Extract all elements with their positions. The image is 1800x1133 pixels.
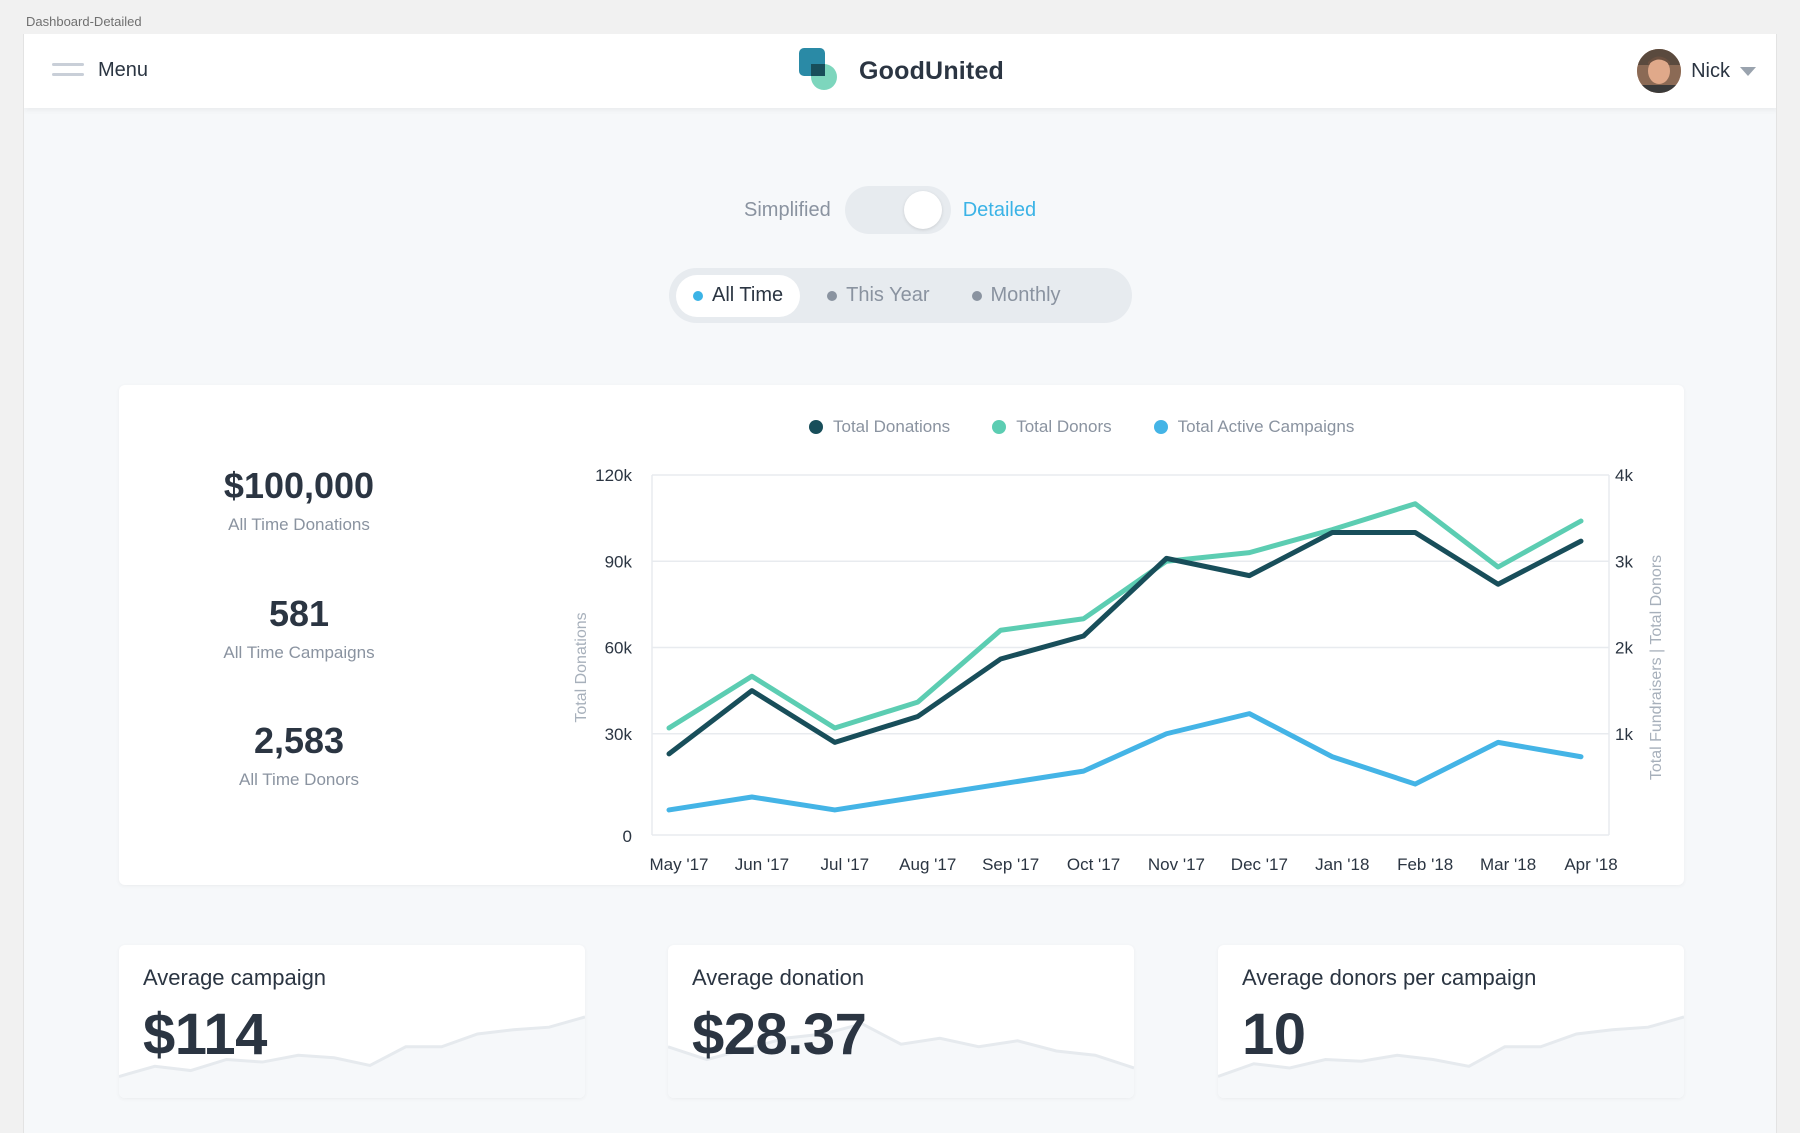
legend-total-active-campaigns[interactable]: Total Active Campaigns [1153,417,1355,437]
x-tick-label: Aug '17 [899,855,956,874]
sparkline-line [119,1015,585,1078]
y-right-tick-label: 4k [1615,466,1633,485]
x-tick-label: Jun '17 [735,855,789,874]
stat-label: All Time Donations [228,515,370,534]
metric-value: $114 [143,1002,267,1067]
tab-label: Monthly [990,284,1061,306]
x-tick-label: Feb '18 [1397,855,1453,874]
menu-label: Menu [98,58,149,81]
legend-total-donors[interactable]: Total Donors [992,417,1112,437]
series-line-total-active-campaigns [666,711,1584,813]
overview-line-chart: 0 30k 60k 90k 120k 1k 2k 3k 4k Total Donations Tot… [573,466,1665,874]
y-left-tick-label: 90k [605,552,633,571]
y-right-tick-label: 2k [1615,639,1633,658]
legend-dot-icon [1153,420,1168,434]
y-right-axis-title: Total Fundraisers | Total Donors [1648,555,1665,780]
metric-value: 10 [1242,1002,1306,1067]
x-tick-label: Nov '17 [1148,855,1205,874]
sparkline [1218,1015,1684,1098]
y-left-tick-label: 30k [605,725,633,744]
legend-total-donations[interactable]: Total Donations [809,417,950,437]
metric-card-average-donors-per-campaign[interactable]: Average donors per campaign 10 [1218,945,1684,1098]
goodunited-logo-icon [799,48,837,90]
brand[interactable]: GoodUnited [799,47,1004,95]
x-tick-label: Apr '18 [1564,855,1617,874]
sparkline [668,1022,1134,1098]
view-switch[interactable] [844,186,951,234]
top-header: Menu GoodUnited Nick [24,34,1776,108]
stat-campaigns: 581 All Time Campaigns [179,593,419,663]
metric-card-average-donation[interactable]: Average donation $28.37 [668,945,1134,1098]
artboard-label: Dashboard-Detailed [26,14,142,29]
menu-button[interactable]: Menu [52,52,148,88]
app-frame: Menu GoodUnited Nick Simplified De [23,34,1777,1133]
y-right-tick-label: 1k [1615,725,1633,744]
x-tick-label: Jan '18 [1315,855,1369,874]
metric-title: Average campaign [143,965,327,990]
x-tick-label: Dec '17 [1231,855,1288,874]
radio-dot-icon [827,290,838,301]
chevron-down-icon [1740,66,1756,76]
stat-value: $100,000 [223,465,375,506]
user-name: Nick [1691,59,1730,82]
y-left-axis-title: Total Donations [573,612,590,722]
stat-donations: $100,000 All Time Donations [179,465,419,535]
switch-knob [903,191,942,229]
toggle-detailed-label[interactable]: Detailed [962,198,1037,221]
metric-card-average-campaign[interactable]: Average campaign $114 [119,945,585,1098]
radio-dot-icon [693,290,703,301]
y-left-tick-label: 120k [595,466,632,485]
sparkline-line [668,1022,1134,1070]
x-tick-label: Oct '17 [1067,855,1120,874]
metric-value: $28.37 [692,1002,867,1067]
x-tick-label: Mar '18 [1480,855,1536,874]
y-right-tick-label: 3k [1615,552,1633,571]
stat-value: 581 [268,593,330,634]
metric-title: Average donors per campaign [1242,965,1537,990]
x-tick-label: Sep '17 [982,855,1039,874]
hamburger-icon [52,62,84,78]
stat-label: All Time Campaigns [223,643,375,662]
user-menu[interactable]: Nick [1637,48,1756,94]
legend-label: Total Donors [1016,417,1112,436]
x-tick-label: Jul '17 [821,855,870,874]
tab-monthly[interactable]: Monthly [955,275,1078,317]
legend-dot-icon [809,420,823,434]
brand-name: GoodUnited [859,56,1005,85]
legend-label: Total Donations [833,417,951,436]
legend-label: Total Active Campaigns [1177,417,1355,436]
series-line-total-donations [666,530,1584,757]
tab-all-time[interactable]: All Time [676,274,801,317]
stat-value: 2,583 [253,720,345,761]
y-left-tick-label: 60k [605,639,633,658]
radio-dot-icon [971,290,982,301]
tab-this-year[interactable]: This Year [810,275,946,317]
x-tick-label: May '17 [650,855,709,874]
metric-title: Average donation [692,965,865,990]
overview-card: $100,000 All Time Donations 581 All Time… [119,385,1684,885]
sparkline-line [1218,1015,1684,1078]
avatar [1637,49,1682,93]
legend-dot-icon [992,420,1007,434]
tab-label: All Time [712,284,784,306]
stat-label: All Time Donors [239,770,359,789]
sparkline [119,1015,585,1098]
y-left-tick-label: 0 [623,827,632,846]
view-toggle: Simplified Detailed [744,186,1036,234]
toggle-simplified-label[interactable]: Simplified [744,198,831,221]
series-line-total-donors [666,501,1584,731]
chart-legend: Total Donations Total Donors Total Activ… [809,417,1396,437]
stat-donors: 2,583 All Time Donors [179,720,419,790]
tab-label: This Year [846,284,930,306]
time-range-tabs: All Time This Year Monthly [669,268,1132,323]
